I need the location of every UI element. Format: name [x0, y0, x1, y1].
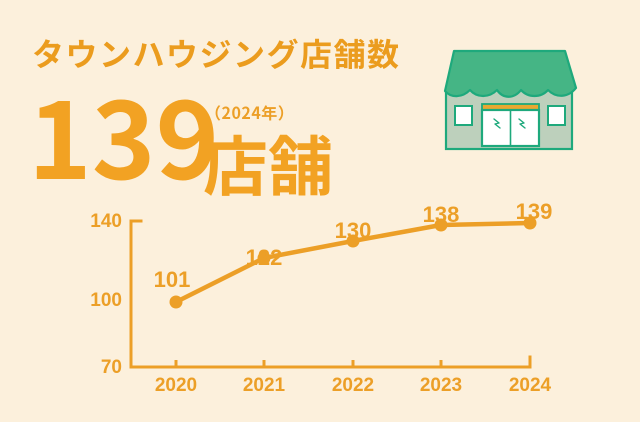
- svg-text:2023: 2023: [420, 375, 462, 396]
- svg-text:2021: 2021: [243, 375, 286, 396]
- svg-text:140: 140: [90, 211, 122, 232]
- svg-text:139: 139: [516, 199, 553, 224]
- svg-text:100: 100: [90, 290, 122, 311]
- svg-text:2024: 2024: [509, 375, 552, 396]
- svg-text:101: 101: [154, 267, 191, 292]
- svg-text:138: 138: [423, 202, 460, 227]
- svg-text:130: 130: [335, 218, 372, 243]
- svg-text:122: 122: [246, 245, 283, 270]
- svg-text:70: 70: [101, 357, 122, 378]
- svg-text:2020: 2020: [155, 375, 197, 396]
- svg-text:2022: 2022: [332, 375, 374, 396]
